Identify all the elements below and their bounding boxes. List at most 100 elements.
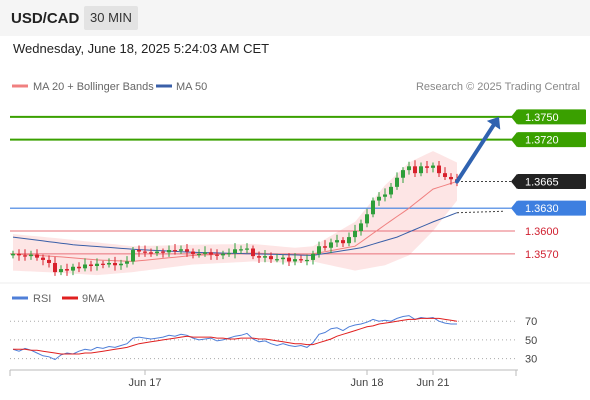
rsi-line xyxy=(12,315,457,361)
candle-body xyxy=(227,253,231,255)
candle-body xyxy=(275,259,279,261)
candle-body xyxy=(107,262,111,265)
candle-body xyxy=(149,252,153,254)
candle-body xyxy=(89,264,93,267)
level-tag-bg-1-3750 xyxy=(517,109,586,125)
candle-body xyxy=(29,254,33,257)
candle-body xyxy=(263,256,267,258)
candle-body xyxy=(131,250,135,262)
level-tag-bg-1-3720 xyxy=(517,132,586,148)
candle-body xyxy=(341,240,345,244)
candle-body xyxy=(359,223,363,232)
candle-body xyxy=(245,248,249,250)
legend-rsi-label: RSI xyxy=(33,293,51,305)
candle-body xyxy=(257,256,261,258)
level-tag-pointer-1-3665 xyxy=(511,174,517,190)
candle-body xyxy=(233,249,237,254)
candle-body xyxy=(125,261,129,264)
level-tag-pointer-1-3720 xyxy=(511,132,517,148)
candle-body xyxy=(407,166,411,171)
candle-body xyxy=(401,170,405,178)
candle-body xyxy=(119,263,123,266)
candle-body xyxy=(155,251,159,254)
candle-body xyxy=(35,254,39,258)
candle-body xyxy=(299,259,303,261)
candle-body xyxy=(53,262,57,273)
level-label-1-3750: 1.3750 xyxy=(525,112,559,124)
candle-body xyxy=(293,259,297,262)
candle-body xyxy=(383,194,387,197)
candle-body xyxy=(377,196,381,201)
rsi-tick-50: 50 xyxy=(525,335,537,347)
candle-body xyxy=(143,251,147,253)
candle-body xyxy=(41,257,45,260)
candle-body xyxy=(113,262,117,266)
candle-body xyxy=(443,173,447,177)
timestamp: Wednesday, June 18, 2025 5:24:03 AM CET xyxy=(13,41,270,56)
candle-body xyxy=(161,251,165,253)
price-panel: 1.3750 1.3720 1.3665 1.3630 1.3600 1.3570 xyxy=(10,109,586,276)
candle-body xyxy=(449,176,453,180)
candle-body xyxy=(389,186,393,195)
legend-bb-label: MA 20 + Bollinger Bands xyxy=(33,81,154,93)
candle-body xyxy=(281,257,285,260)
level-tag-pointer-1-3630 xyxy=(511,200,517,216)
candle-body xyxy=(101,263,105,265)
candle-body xyxy=(419,166,423,174)
candle-body xyxy=(335,240,339,243)
level-label-1-3630: 1.3630 xyxy=(525,203,559,215)
candle-body xyxy=(221,253,225,256)
candle-body xyxy=(287,257,291,262)
rsi-tick-30: 30 xyxy=(525,354,537,366)
x-tick-label: Jun 18 xyxy=(350,377,383,389)
bollinger-band-area xyxy=(13,151,457,276)
candle-body xyxy=(65,269,69,271)
candle-body xyxy=(215,254,219,256)
candle-body xyxy=(269,256,273,260)
credit-text: Research © 2025 Trading Central xyxy=(416,81,580,93)
candle-body xyxy=(425,166,429,168)
forecast-arrow-shaft xyxy=(455,123,496,184)
instrument-title: USD/CAD xyxy=(11,10,80,27)
candle-body xyxy=(239,249,243,251)
candle-body xyxy=(251,248,255,257)
candle-body xyxy=(203,252,207,254)
x-tick-label: Jun 21 xyxy=(416,377,449,389)
level-label-1-3720: 1.3720 xyxy=(525,135,559,147)
legend-9ma-label: 9MA xyxy=(82,293,105,305)
legend-ma50-label: MA 50 xyxy=(176,81,207,93)
rsi-9ma-line xyxy=(13,317,458,355)
candle-body xyxy=(185,249,189,252)
candle-body xyxy=(47,259,51,263)
level-label-1-3600: 1.3600 xyxy=(525,226,559,238)
candle-body xyxy=(173,250,177,252)
ma50-projection xyxy=(456,210,506,214)
candle-body xyxy=(11,253,15,256)
candle-body xyxy=(71,266,75,271)
candle-body xyxy=(437,165,441,174)
candle-body xyxy=(59,269,63,273)
level-label-1-3665: 1.3665 xyxy=(525,177,559,189)
candle-body xyxy=(329,242,333,248)
candle-body xyxy=(209,252,213,255)
candle-body xyxy=(395,177,399,187)
candle-body xyxy=(371,200,375,215)
candle-body xyxy=(305,259,309,262)
header-bar: USD/CAD 30 MIN xyxy=(0,0,590,36)
level-tag-bg-1-3630 xyxy=(517,200,586,216)
candle-body xyxy=(179,249,183,251)
candle-body xyxy=(83,264,87,269)
candle-body xyxy=(197,253,201,256)
candle-body xyxy=(23,255,27,257)
candle-body xyxy=(431,165,435,168)
candle-body xyxy=(323,246,327,248)
candle-body xyxy=(137,250,141,252)
candle-body xyxy=(95,263,99,267)
candle-body xyxy=(347,237,351,244)
candle-body xyxy=(17,253,21,256)
x-tick-label: Jun 17 xyxy=(128,377,161,389)
time-axis-labels: Jun 17 Jun 18 Jun 21 xyxy=(128,370,450,389)
timeframe-badge[interactable]: 30 MIN xyxy=(84,6,138,30)
